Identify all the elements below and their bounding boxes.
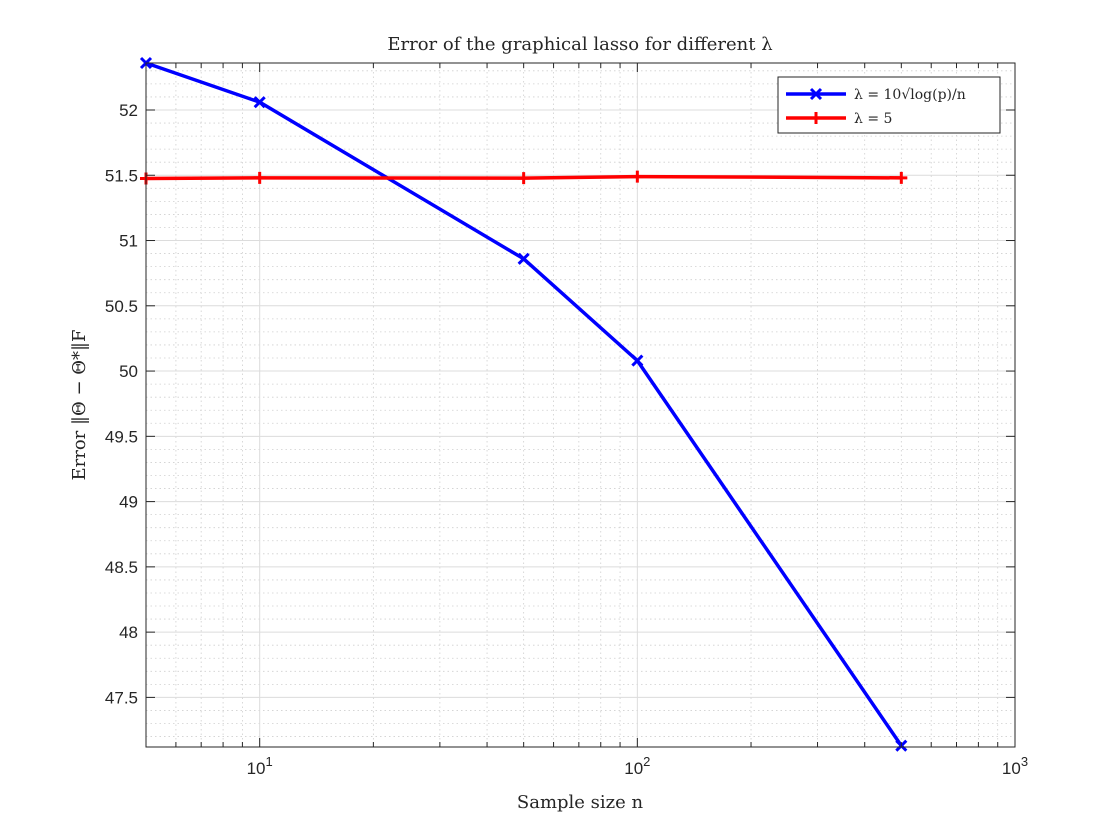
data-point [517,172,530,185]
data-point [631,354,644,367]
x-tick-label: 103 [1002,754,1028,778]
y-tick-label: 48 [119,623,138,642]
x-tick-label: 101 [247,754,273,778]
y-tick-label: 47.5 [105,688,138,707]
data-point [253,96,266,109]
legend-label: λ = 5 [854,111,892,127]
y-tick-label: 51.5 [105,166,138,185]
legend-label: λ = 10√log(p)/n [854,87,966,103]
x-axis-label: Sample size n [517,792,644,813]
legend-marker [809,87,823,101]
y-tick-label: 50.5 [105,297,138,316]
data-point [895,171,908,184]
y-tick-label: 51 [119,232,138,251]
y-tick-label: 49 [119,493,138,512]
axes-box [145,62,1016,748]
y-tick-label: 50 [119,362,138,381]
legend: λ = 10√log(p)/n λ = 5 [777,76,1001,134]
y-axis-label: Error ‖Θ − Θ*‖F [69,329,90,480]
legend-marker [810,112,822,124]
x-tick-label: 102 [624,754,650,778]
data-point [631,170,644,183]
plot-area [146,63,1015,747]
y-tick-label: 49.5 [105,427,138,446]
data-point [253,171,266,184]
y-tick-label: 52 [119,101,138,120]
tick-labels: 101 102 103 47.5 48 48.5 49 49.5 50 50.5 51 51.5 52 [105,101,1028,778]
legend-item: λ = 10√log(p)/n [786,87,966,103]
data-point [517,252,530,265]
chart-title: Error of the graphical lasso for differe… [387,34,772,55]
y-tick-label: 48.5 [105,558,138,577]
tick-marks [146,63,1016,747]
legend-item: λ = 5 [786,111,892,127]
series-layer [139,56,908,752]
